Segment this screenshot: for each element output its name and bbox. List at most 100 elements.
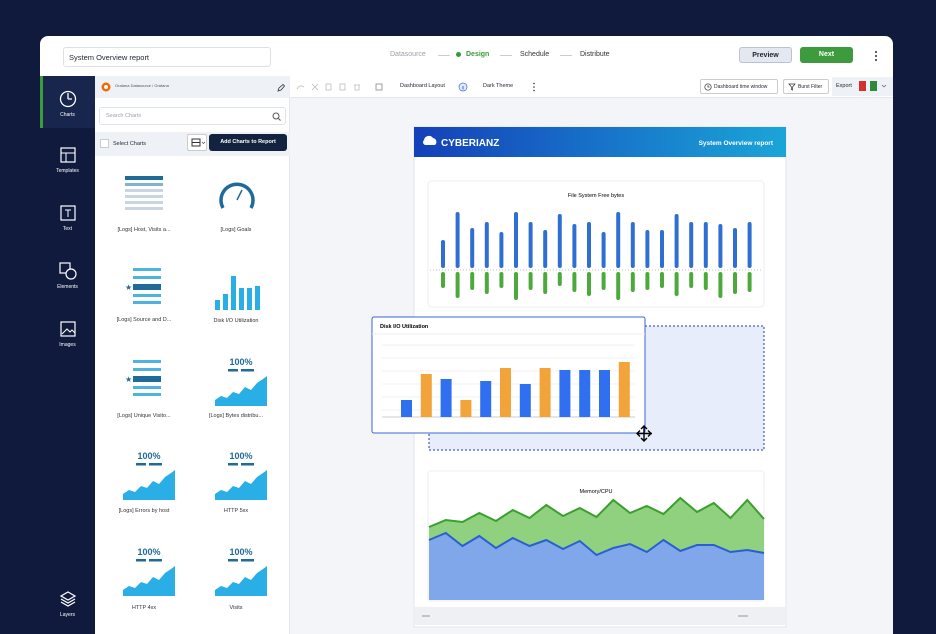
decoration [247,288,252,310]
thumb-area-shape [215,566,267,596]
decoration [231,276,236,310]
bar [470,228,475,268]
nav-item[interactable]: Charts [40,90,95,118]
bar [539,368,551,417]
brand: CYBERIANZ [441,138,499,149]
decoration [59,147,76,163]
thumb-area[interactable]: 100% [215,450,267,500]
decoration [401,362,630,417]
decoration: ★ [125,375,132,384]
bar [689,272,694,288]
decoration [354,84,360,91]
step[interactable]: Datasource [390,51,426,58]
decoration [219,182,255,209]
decoration [239,288,244,310]
thumb-area-shape [123,566,175,596]
decoration [875,59,877,61]
decoration [788,83,796,91]
search-icon [272,112,281,121]
bar [441,272,445,288]
add-charts-button[interactable]: Add Charts to Report [209,134,287,151]
step[interactable]: Schedule [520,51,550,58]
thumb-bars[interactable] [213,272,263,310]
burst-filter-button[interactable]: Burst Filter [783,79,829,94]
thumb-area[interactable]: 100% [123,450,175,500]
decoration [428,496,765,600]
nav-item[interactable]: Layers [40,590,95,618]
bar [543,272,548,294]
bar [718,272,723,298]
bar [557,272,562,286]
thumb-badge: 100% [229,451,252,461]
step[interactable]: Design [466,51,490,58]
time-window-button[interactable]: Dashboard time window [700,79,778,94]
decoration [272,112,280,120]
bar [484,272,489,294]
next-button[interactable]: Next [800,47,853,63]
bar [645,272,650,290]
decoration [255,286,260,310]
report-name-input[interactable]: System Overview report [63,47,271,67]
decoration [875,51,877,53]
thumb-area[interactable]: 100% [215,356,267,406]
nav-item[interactable]: Images [40,320,95,348]
bar [572,224,577,268]
bar [660,230,664,268]
info-icon[interactable] [458,82,468,92]
thumb-table[interactable] [125,176,165,216]
thumb-area[interactable]: 100% [123,546,175,596]
edit-icon[interactable] [277,84,285,92]
bar [484,222,489,268]
decoration [59,591,76,607]
bar [587,222,591,268]
nav-item[interactable]: Text [40,204,95,232]
bar [420,374,432,417]
nav-item[interactable]: Elements [40,262,95,290]
bar [630,272,635,292]
decoration [133,276,161,279]
decoration [637,426,652,441]
select-all-checkbox[interactable] [100,139,109,148]
thumb-dash [136,559,146,562]
decoration [223,294,228,310]
bar [572,272,577,292]
thumb-list[interactable]: ★ [123,358,167,398]
search-box[interactable]: Search Charts [99,107,286,125]
thumb-gauge[interactable] [217,178,257,214]
thumb-list[interactable]: ★ [123,266,167,306]
decoration [58,262,77,280]
layout-toggle[interactable] [187,134,207,151]
decoration [277,117,281,121]
layout-dropdown[interactable]: Dashboard Layout [400,83,445,89]
bar [499,232,504,268]
bar [599,370,610,417]
step-connector [438,55,450,56]
toolbar: Dashboard Layout Dark Theme Dashboard ti… [290,76,893,98]
bar [689,222,694,268]
toolbar-more[interactable] [532,82,536,92]
thumb-area-shape [123,470,175,500]
bar [514,212,518,268]
step-dot [456,52,461,57]
decoration [125,201,163,204]
bar [645,230,650,268]
decoration [59,147,76,163]
export-icons[interactable] [859,81,889,92]
thumb-dash [228,463,238,466]
preview-button[interactable]: Preview [739,47,792,63]
more-menu[interactable] [873,50,879,62]
bar [616,272,621,300]
theme-dropdown[interactable]: Dark Theme [483,83,514,89]
chart-label: HTTP 4xx [131,605,157,611]
thumb-area-shape [215,470,267,500]
nav-item[interactable]: Templates [40,146,95,174]
step[interactable]: Distribute [580,51,610,58]
decoration [125,176,163,180]
thumb-area[interactable]: 100% [215,546,267,596]
step-connector [560,55,572,56]
export-label: Export [836,83,852,89]
bar [500,368,511,417]
bar [519,384,531,417]
decoration [875,55,877,57]
